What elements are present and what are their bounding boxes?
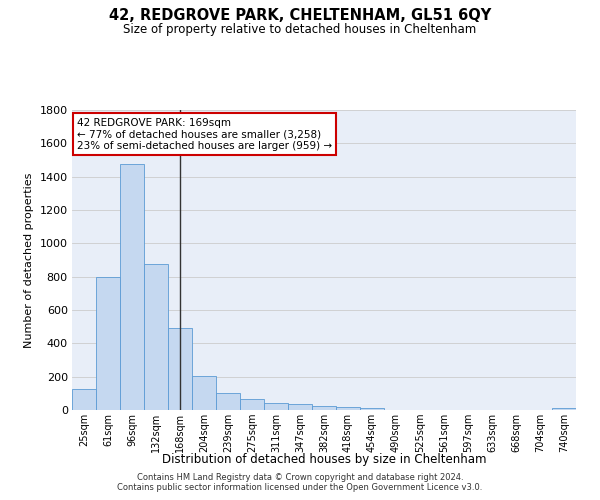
Text: 42 REDGROVE PARK: 169sqm
← 77% of detached houses are smaller (3,258)
23% of sem: 42 REDGROVE PARK: 169sqm ← 77% of detach…: [77, 118, 332, 150]
Bar: [192, 376, 216, 410]
Bar: [72, 389, 96, 410]
Bar: [552, 408, 576, 410]
Bar: [168, 328, 192, 410]
Bar: [264, 403, 288, 410]
Text: Contains public sector information licensed under the Open Government Licence v3: Contains public sector information licen…: [118, 484, 482, 492]
Bar: [312, 406, 336, 410]
Bar: [336, 406, 360, 410]
Text: 42, REDGROVE PARK, CHELTENHAM, GL51 6QY: 42, REDGROVE PARK, CHELTENHAM, GL51 6QY: [109, 8, 491, 22]
Bar: [288, 404, 312, 410]
Text: Size of property relative to detached houses in Cheltenham: Size of property relative to detached ho…: [124, 22, 476, 36]
Bar: [240, 399, 264, 410]
Bar: [96, 276, 120, 410]
Bar: [360, 408, 384, 410]
Text: Contains HM Land Registry data © Crown copyright and database right 2024.: Contains HM Land Registry data © Crown c…: [137, 472, 463, 482]
Text: Distribution of detached houses by size in Cheltenham: Distribution of detached houses by size …: [162, 452, 486, 466]
Bar: [216, 392, 240, 410]
Bar: [120, 164, 144, 410]
Bar: [144, 264, 168, 410]
Y-axis label: Number of detached properties: Number of detached properties: [24, 172, 34, 348]
